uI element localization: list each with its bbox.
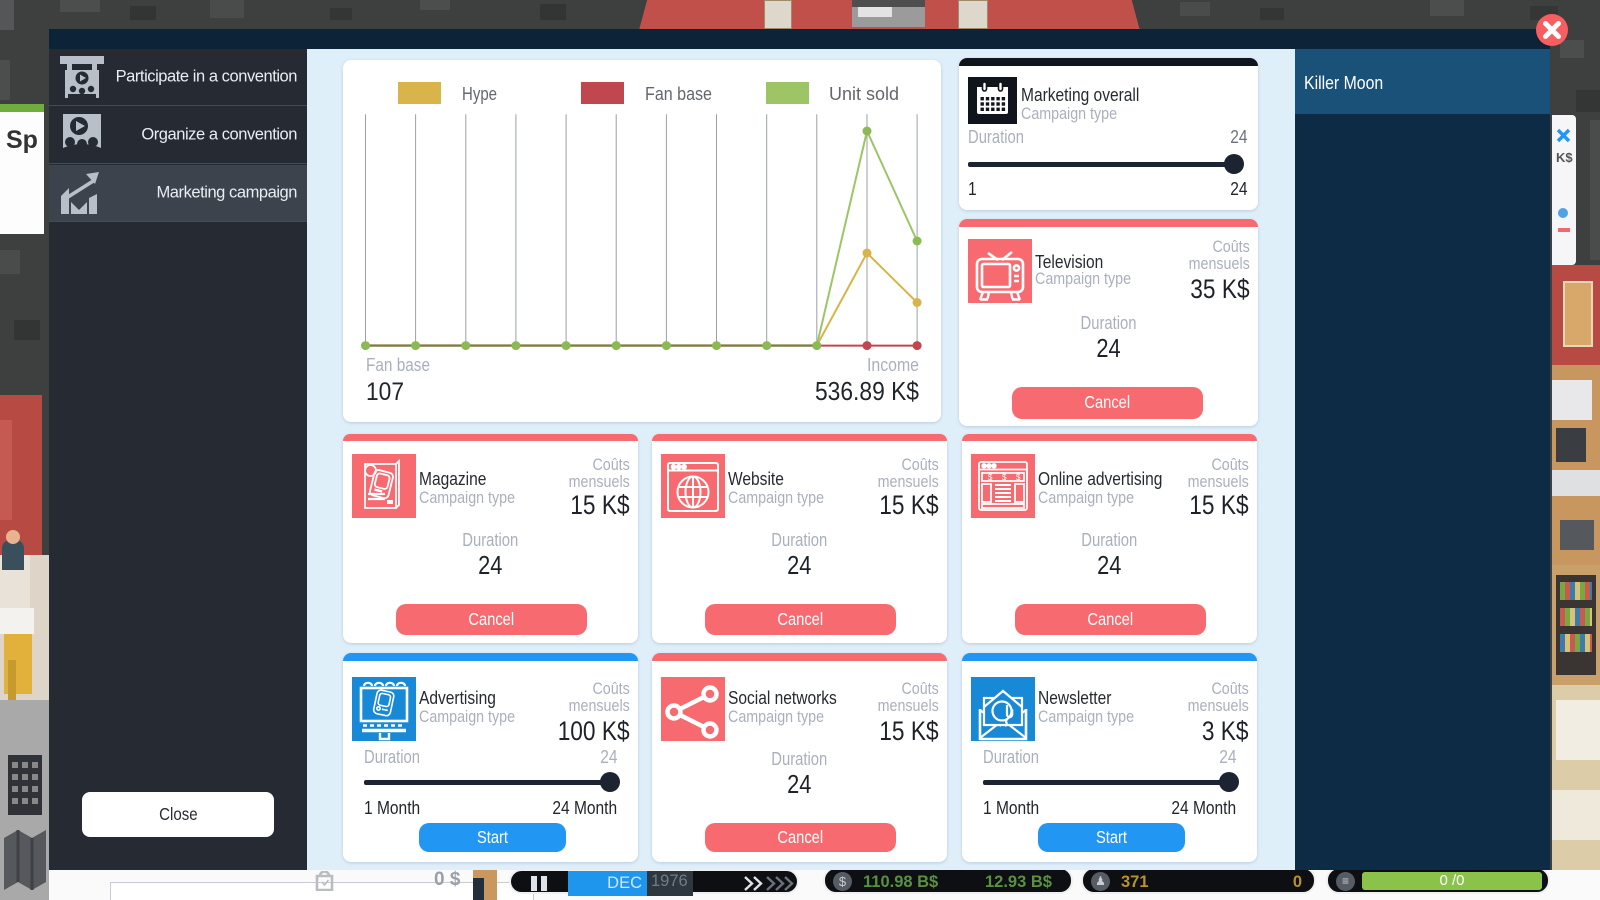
svg-text:$: $ — [1002, 473, 1007, 482]
svg-text:Unit sold: Unit sold — [829, 83, 899, 104]
svg-text:Hype: Hype — [462, 83, 497, 104]
svg-text:536.89 K$: 536.89 K$ — [815, 378, 919, 406]
svg-text:Fan base: Fan base — [645, 83, 712, 104]
svg-text:Fan base: Fan base — [366, 354, 430, 375]
svg-text:Income: Income — [867, 354, 919, 375]
svg-text:$: $ — [1016, 473, 1021, 482]
svg-text:107: 107 — [366, 378, 404, 406]
svg-text:$: $ — [988, 473, 993, 482]
